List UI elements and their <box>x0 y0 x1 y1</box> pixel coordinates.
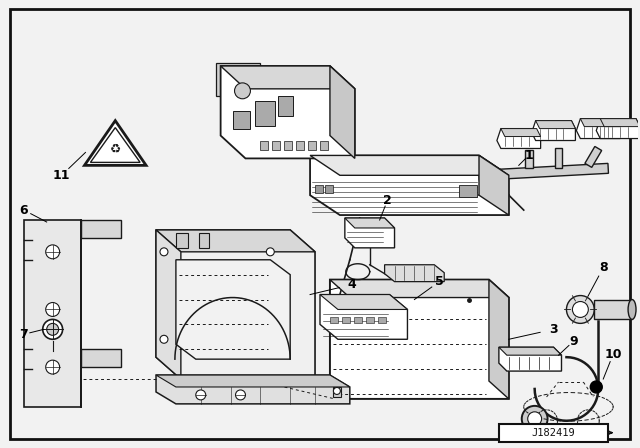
Polygon shape <box>585 146 602 168</box>
Text: 10: 10 <box>604 348 622 361</box>
Bar <box>325 185 333 193</box>
Polygon shape <box>600 119 640 127</box>
Bar <box>260 141 268 151</box>
Text: J182419: J182419 <box>532 428 575 438</box>
Polygon shape <box>320 294 408 339</box>
Circle shape <box>45 245 60 259</box>
Polygon shape <box>84 121 146 165</box>
Circle shape <box>234 83 250 99</box>
Polygon shape <box>497 129 541 148</box>
Polygon shape <box>81 349 121 367</box>
Polygon shape <box>345 218 394 228</box>
Bar <box>499 424 608 442</box>
Circle shape <box>45 360 60 374</box>
Polygon shape <box>156 375 350 387</box>
Bar <box>232 111 250 129</box>
Bar <box>296 141 304 151</box>
Polygon shape <box>156 230 181 379</box>
Polygon shape <box>310 155 509 215</box>
Polygon shape <box>595 300 632 319</box>
Text: 5: 5 <box>435 275 444 288</box>
Polygon shape <box>176 260 290 359</box>
Polygon shape <box>580 119 620 127</box>
Circle shape <box>266 248 275 256</box>
Circle shape <box>47 323 59 335</box>
Bar <box>342 318 350 323</box>
Circle shape <box>45 302 60 316</box>
Polygon shape <box>536 121 575 129</box>
Circle shape <box>196 390 205 400</box>
Polygon shape <box>310 155 509 175</box>
Circle shape <box>522 406 548 432</box>
Bar <box>378 318 385 323</box>
Bar <box>354 318 362 323</box>
Text: 6: 6 <box>20 203 28 216</box>
Bar <box>333 387 341 397</box>
Bar <box>315 185 323 193</box>
Bar <box>284 141 292 151</box>
Text: 3: 3 <box>549 323 558 336</box>
Polygon shape <box>596 119 640 138</box>
Text: ♻: ♻ <box>109 142 121 155</box>
Polygon shape <box>156 375 350 404</box>
Bar <box>255 101 275 125</box>
Polygon shape <box>554 148 563 168</box>
Circle shape <box>160 335 168 343</box>
Text: 4: 4 <box>348 278 356 291</box>
Polygon shape <box>330 280 509 297</box>
Polygon shape <box>532 121 575 141</box>
Circle shape <box>572 302 588 318</box>
Polygon shape <box>320 294 408 310</box>
Polygon shape <box>221 66 355 159</box>
Text: 2: 2 <box>383 194 392 207</box>
Bar <box>176 233 188 248</box>
Polygon shape <box>499 347 561 371</box>
Polygon shape <box>24 220 81 407</box>
Circle shape <box>566 296 595 323</box>
Text: 8: 8 <box>599 261 607 274</box>
Polygon shape <box>525 151 532 168</box>
Polygon shape <box>577 119 620 138</box>
Polygon shape <box>90 128 140 162</box>
Polygon shape <box>385 265 444 282</box>
Polygon shape <box>345 218 394 248</box>
Bar <box>459 185 477 197</box>
Polygon shape <box>81 220 121 238</box>
Text: 7: 7 <box>19 328 28 341</box>
Circle shape <box>43 319 63 339</box>
Circle shape <box>590 381 602 393</box>
Bar <box>320 141 328 151</box>
Polygon shape <box>156 230 315 379</box>
Bar <box>278 96 293 116</box>
Polygon shape <box>479 164 609 180</box>
Bar <box>199 233 209 248</box>
Circle shape <box>236 390 246 400</box>
Polygon shape <box>216 63 260 96</box>
Polygon shape <box>221 66 355 89</box>
Bar <box>365 318 374 323</box>
Polygon shape <box>499 347 561 355</box>
Bar <box>330 318 338 323</box>
Polygon shape <box>489 280 509 399</box>
Polygon shape <box>156 230 315 252</box>
Bar <box>308 141 316 151</box>
Circle shape <box>528 412 541 426</box>
Ellipse shape <box>628 300 636 319</box>
Circle shape <box>160 248 168 256</box>
Polygon shape <box>330 66 355 159</box>
Polygon shape <box>501 129 541 137</box>
Bar <box>272 141 280 151</box>
Circle shape <box>333 388 340 394</box>
Polygon shape <box>330 280 509 399</box>
Text: 9: 9 <box>569 335 578 348</box>
Text: 1: 1 <box>524 149 533 162</box>
Polygon shape <box>479 155 509 215</box>
Text: 11: 11 <box>53 169 70 182</box>
